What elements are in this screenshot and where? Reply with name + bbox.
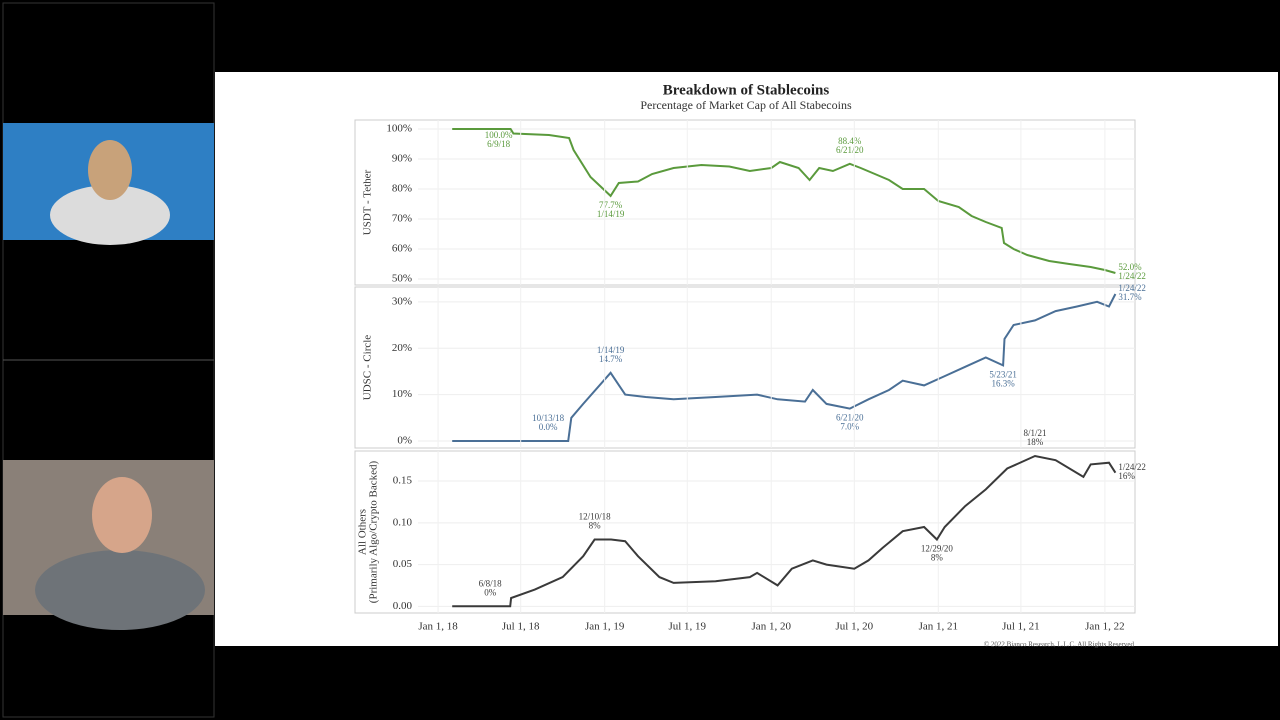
person [50,185,170,245]
person-head [88,140,132,200]
annotation: 6/8/18 [479,578,503,588]
annotation: 0% [484,587,497,597]
annotation: 31.7% [1118,292,1142,302]
y-axis-label: (Primarily Algo/Crypto Backed) [368,460,380,603]
annotation: 8% [931,553,944,563]
series-line [452,128,1116,274]
copyright: © 2022 Bianco Research, L.L.C. All Right… [984,641,1135,649]
annotation: 1/14/19 [597,345,625,355]
slide-subtitle: Percentage of Market Cap of All Stabecoi… [640,98,852,112]
annotation: 1/14/19 [597,209,625,219]
y-tick-label: 10% [392,388,412,400]
y-tick-label: 30% [392,295,412,307]
annotation: 10/13/18 [532,413,565,423]
x-tick-label: Jan 1, 18 [418,621,458,633]
annotation: 14.7% [599,354,623,364]
y-tick-label: 90% [392,153,412,165]
panel-frame [354,450,1136,614]
annotation: 8/1/21 [1024,428,1047,438]
x-tick-label: Jan 1, 22 [1085,621,1124,633]
x-tick-label: Jan 1, 19 [585,621,625,633]
x-tick-label: Jul 1, 21 [1002,621,1040,633]
x-tick-label: Jul 1, 18 [502,621,540,633]
annotation: 18% [1027,437,1044,447]
y-tick-label: 60% [392,243,412,255]
annotation: 100.0% [485,130,513,140]
annotation: 6/21/20 [836,413,864,423]
annotation: 1/24/22 [1118,462,1146,472]
panel-frame [354,286,1136,449]
annotation: 0.0% [539,422,558,432]
annotation: 12/10/18 [579,512,612,522]
series-line [452,454,1117,608]
x-tick-label: Jan 1, 20 [752,621,792,633]
y-tick-label: 0.15 [393,475,413,487]
annotation: 12/29/20 [921,544,954,554]
annotation: 88.4% [838,136,862,146]
y-tick-label: 50% [392,273,412,285]
annotation: 77.7% [599,200,623,210]
x-tick-label: Jul 1, 19 [668,621,706,633]
annotation: 16% [1118,471,1135,481]
person-head [92,477,152,553]
y-tick-label: 80% [392,183,412,195]
x-tick-label: Jul 1, 20 [836,621,874,633]
y-axis-label: UDSC - Circle [362,335,374,401]
y-tick-label: 0% [397,435,412,447]
annotation: 7.0% [840,422,859,432]
y-tick-label: 0.00 [393,600,413,612]
y-axis-label: USDT - Tether [362,169,374,235]
x-tick-label: Jan 1, 21 [919,621,958,633]
person [35,550,205,630]
panel-frame [354,119,1136,286]
y-tick-label: 100% [386,123,412,135]
y-tick-label: 70% [392,213,412,225]
annotation: 6/21/20 [836,145,864,155]
series-line [452,293,1117,442]
y-tick-label: 0.10 [393,516,413,528]
y-axis-label: All Others [357,509,369,555]
annotation: 6/9/18 [487,139,511,149]
annotation: 52.0% [1118,262,1142,272]
annotation: 5/23/21 [989,369,1017,379]
annotation: 1/24/22 [1118,271,1146,281]
y-tick-label: 0.05 [393,558,413,570]
slide [215,72,1278,646]
slide-title: Breakdown of Stablecoins [663,82,830,98]
annotation: 8% [589,521,602,531]
annotation: 1/24/22 [1118,283,1146,293]
y-tick-label: 20% [392,342,412,354]
annotation: 16.3% [991,378,1015,388]
